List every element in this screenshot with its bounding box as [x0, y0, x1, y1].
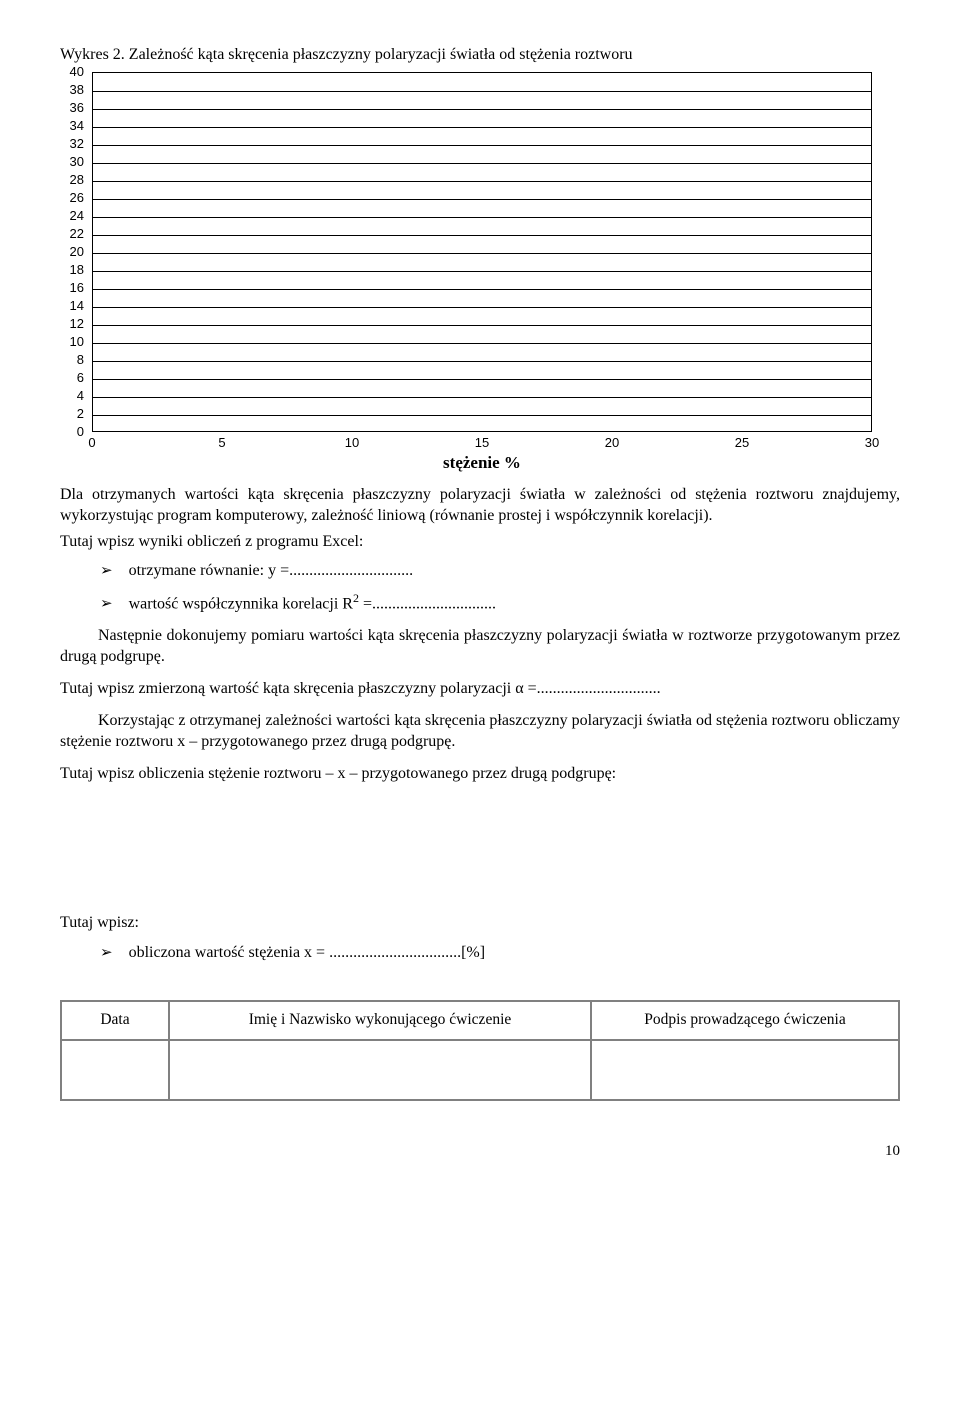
y-tick-label: 34: [60, 117, 84, 135]
x-tick-label: 10: [345, 434, 359, 452]
bullet-text: wartość współczynnika korelacji R2 =....…: [129, 590, 900, 615]
gridline: [93, 109, 871, 110]
paragraph-4-b: =...............................: [524, 680, 661, 697]
gridline: [93, 271, 871, 272]
table-cell: [591, 1040, 899, 1100]
gridline: [93, 289, 871, 290]
paragraph-2: Tutaj wpisz wyniki obliczeń z programu E…: [60, 531, 900, 553]
y-tick-label: 40: [60, 63, 84, 81]
paragraph-7: Tutaj wpisz:: [60, 912, 900, 934]
bullet-list-1: ➢ otrzymane równanie: y =...............…: [100, 560, 900, 615]
bullet-icon: ➢: [100, 943, 113, 963]
paragraph-1: Dla otrzymanych wartości kąta skręcenia …: [60, 484, 900, 527]
paragraph-4: Tutaj wpisz zmierzoną wartość kąta skręc…: [60, 678, 900, 700]
y-tick-label: 38: [60, 81, 84, 99]
y-tick-label: 28: [60, 171, 84, 189]
bullet-list-2: ➢ obliczona wartość stężenia x = .......…: [100, 942, 900, 964]
gridline: [93, 307, 871, 308]
paragraph-3-text: Następnie dokonujemy pomiaru wartości ką…: [60, 627, 900, 666]
y-tick-label: 32: [60, 135, 84, 153]
bullet-icon: ➢: [100, 594, 113, 614]
paragraph-4-a: Tutaj wpisz zmierzoną wartość kąta skręc…: [60, 680, 515, 697]
y-tick-label: 0: [60, 423, 84, 441]
gridline: [93, 379, 871, 380]
gridline: [93, 181, 871, 182]
y-tick-label: 36: [60, 99, 84, 117]
list-item: ➢ obliczona wartość stężenia x = .......…: [100, 942, 900, 964]
x-tick-label: 15: [475, 434, 489, 452]
table-row: [61, 1040, 899, 1100]
y-tick-label: 16: [60, 279, 84, 297]
blank-space: [60, 788, 900, 908]
paragraph-5-text: Korzystając z otrzymanej zależności wart…: [60, 712, 900, 751]
x-tick-label: 25: [735, 434, 749, 452]
x-tick-label: 5: [218, 434, 225, 452]
list-item: ➢ otrzymane równanie: y =...............…: [100, 560, 900, 582]
gridline: [93, 199, 871, 200]
table-header-cell: Imię i Nazwisko wykonującego ćwiczenie: [169, 1001, 591, 1040]
y-tick-label: 4: [60, 387, 84, 405]
table-cell: [169, 1040, 591, 1100]
x-axis-labels: 051015202530: [92, 434, 872, 452]
gridline: [93, 343, 871, 344]
paragraph-5: Korzystając z otrzymanej zależności wart…: [60, 710, 900, 753]
list-item: ➢ wartość współczynnika korelacji R2 =..…: [100, 590, 900, 615]
table-cell: [61, 1040, 169, 1100]
y-tick-label: 2: [60, 405, 84, 423]
y-tick-label: 30: [60, 153, 84, 171]
paragraph-3: Następnie dokonujemy pomiaru wartości ką…: [60, 625, 900, 668]
gridline: [93, 397, 871, 398]
bullet-tail: =...............................: [359, 595, 496, 612]
chart-container: 4038363432302826242220181614121086420 05…: [60, 72, 900, 476]
gridline: [93, 163, 871, 164]
y-tick-label: 8: [60, 351, 84, 369]
bullet-content: otrzymane równanie: y =.................…: [129, 562, 414, 579]
y-axis-labels: 4038363432302826242220181614121086420: [60, 72, 88, 432]
y-tick-label: 22: [60, 225, 84, 243]
x-tick-label: 0: [88, 434, 95, 452]
bullet-text: otrzymane równanie: y =.................…: [129, 560, 900, 582]
chart-title-prefix: Wykres 2.: [60, 46, 125, 63]
x-axis-title: stężenie %: [92, 452, 872, 475]
chart-title: Wykres 2. Zależność kąta skręcenia płasz…: [60, 44, 900, 66]
gridline: [93, 415, 871, 416]
bullet-icon: ➢: [100, 561, 113, 581]
x-tick-label: 20: [605, 434, 619, 452]
gridline: [93, 325, 871, 326]
gridline: [93, 235, 871, 236]
chart-plot-area: [92, 72, 872, 432]
y-tick-label: 6: [60, 369, 84, 387]
table-header-cell: Podpis prowadzącego ćwiczenia: [591, 1001, 899, 1040]
x-tick-label: 30: [865, 434, 879, 452]
page-number: 10: [60, 1141, 900, 1161]
bullet-content: wartość współczynnika korelacji R: [129, 595, 353, 612]
y-tick-label: 26: [60, 189, 84, 207]
alpha-symbol: α: [515, 680, 523, 697]
gridline: [93, 145, 871, 146]
y-tick-label: 20: [60, 243, 84, 261]
gridline: [93, 361, 871, 362]
y-tick-label: 18: [60, 261, 84, 279]
gridline: [93, 127, 871, 128]
y-tick-label: 14: [60, 297, 84, 315]
gridline: [93, 217, 871, 218]
y-tick-label: 24: [60, 207, 84, 225]
bullet-text: obliczona wartość stężenia x = .........…: [129, 942, 900, 964]
y-tick-label: 12: [60, 315, 84, 333]
gridline: [93, 91, 871, 92]
table-header-row: Data Imię i Nazwisko wykonującego ćwicze…: [61, 1001, 899, 1040]
y-tick-label: 10: [60, 333, 84, 351]
chart-title-text: Zależność kąta skręcenia płaszczyzny pol…: [125, 46, 633, 63]
signature-table: Data Imię i Nazwisko wykonującego ćwicze…: [60, 1000, 900, 1101]
paragraph-6: Tutaj wpisz obliczenia stężenie roztworu…: [60, 763, 900, 785]
table-header-cell: Data: [61, 1001, 169, 1040]
gridline: [93, 253, 871, 254]
